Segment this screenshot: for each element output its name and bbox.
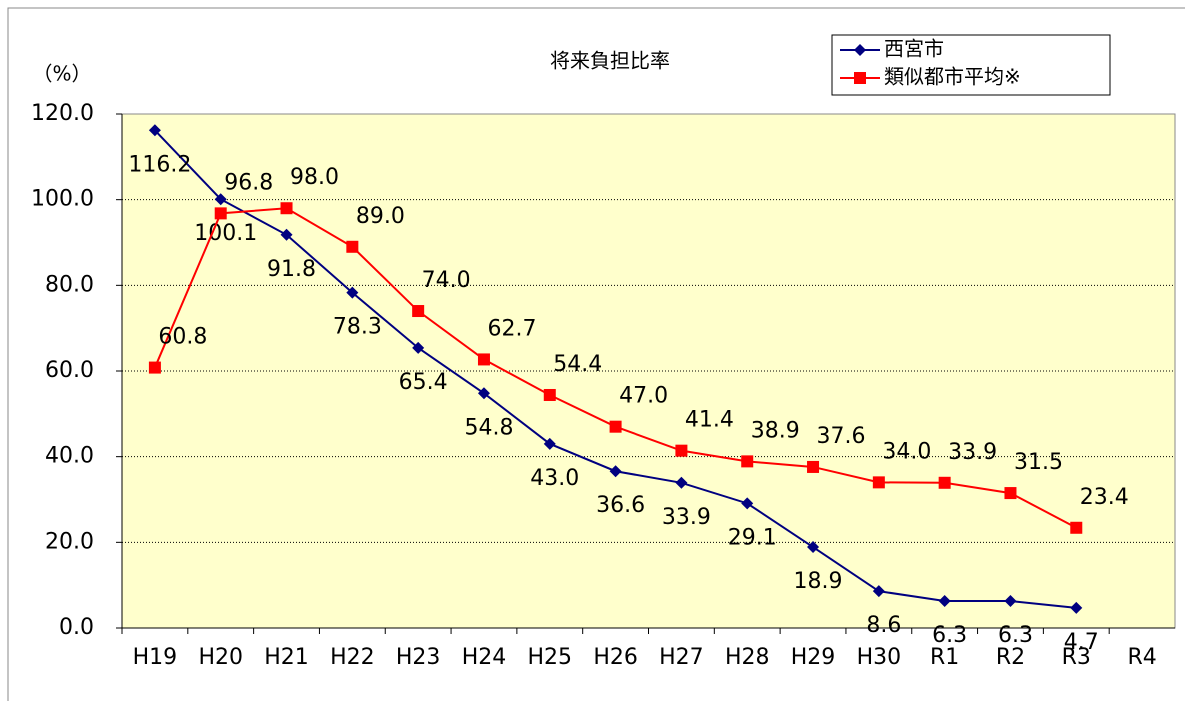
data-label: 96.8 bbox=[224, 170, 273, 195]
data-label: 34.0 bbox=[882, 439, 931, 464]
data-label: 18.9 bbox=[794, 569, 843, 594]
data-label: 36.6 bbox=[596, 493, 645, 518]
data-point bbox=[609, 465, 622, 478]
data-label: 74.0 bbox=[422, 268, 471, 293]
data-point bbox=[148, 361, 161, 374]
data-point bbox=[412, 305, 425, 318]
data-point bbox=[609, 420, 622, 433]
x-tick-label: R2 bbox=[996, 645, 1025, 670]
data-point bbox=[346, 286, 359, 299]
data-point bbox=[741, 455, 754, 468]
legend-box bbox=[831, 34, 1111, 96]
data-point bbox=[741, 497, 754, 510]
data-label: 91.8 bbox=[267, 257, 316, 282]
legend-marker bbox=[854, 72, 866, 84]
data-point bbox=[346, 240, 359, 253]
x-tick-label: R3 bbox=[1062, 645, 1091, 670]
data-label: 116.2 bbox=[128, 152, 191, 177]
y-tick-label: 60.0 bbox=[45, 358, 94, 383]
x-tick-label: H25 bbox=[528, 645, 573, 670]
data-point bbox=[938, 476, 951, 489]
data-point bbox=[675, 444, 688, 457]
x-tick-label: H26 bbox=[593, 645, 638, 670]
data-point bbox=[280, 228, 293, 241]
data-point bbox=[543, 437, 556, 450]
data-point bbox=[477, 387, 490, 400]
data-point bbox=[675, 476, 688, 489]
data-point bbox=[872, 476, 885, 489]
data-point bbox=[214, 207, 227, 220]
data-label: 65.4 bbox=[399, 370, 448, 395]
data-label: 6.3 bbox=[932, 623, 967, 648]
x-tick-label: H27 bbox=[659, 645, 704, 670]
data-label: 41.4 bbox=[685, 408, 734, 433]
y-tick-label: 0.0 bbox=[59, 615, 94, 640]
x-tick-label: H24 bbox=[462, 645, 507, 670]
data-label: 54.8 bbox=[464, 415, 513, 440]
data-label: 54.4 bbox=[553, 352, 602, 377]
data-point bbox=[872, 585, 885, 598]
x-tick-label: H22 bbox=[330, 645, 375, 670]
data-label: 62.7 bbox=[487, 316, 536, 341]
y-axis-label: （%） bbox=[32, 62, 91, 86]
data-point bbox=[280, 202, 293, 215]
x-tick-label: H28 bbox=[725, 645, 770, 670]
legend-label: 西宮市 bbox=[884, 37, 944, 61]
y-tick-label: 80.0 bbox=[45, 272, 94, 297]
data-point bbox=[1004, 595, 1017, 608]
data-point bbox=[1004, 487, 1017, 500]
data-label: 29.1 bbox=[728, 525, 777, 550]
data-label: 33.9 bbox=[662, 505, 711, 530]
legend-marker bbox=[854, 44, 866, 56]
data-label: 23.4 bbox=[1080, 485, 1129, 510]
data-label: 33.9 bbox=[948, 440, 997, 465]
data-label: 78.3 bbox=[333, 315, 382, 340]
data-point bbox=[1070, 521, 1083, 534]
data-label: 4.7 bbox=[1064, 630, 1099, 655]
data-point bbox=[543, 388, 556, 401]
data-label: 43.0 bbox=[530, 466, 579, 491]
y-tick-label: 20.0 bbox=[45, 529, 94, 554]
x-tick-label: H20 bbox=[198, 645, 243, 670]
x-tick-label: H30 bbox=[857, 645, 902, 670]
data-point bbox=[807, 541, 820, 554]
x-tick-label: H29 bbox=[791, 645, 836, 670]
data-label: 100.1 bbox=[194, 221, 257, 246]
data-label: 60.8 bbox=[158, 325, 207, 350]
x-tick-label: R4 bbox=[1127, 645, 1156, 670]
data-label: 38.9 bbox=[751, 418, 800, 443]
data-label: 31.5 bbox=[1014, 450, 1063, 475]
x-tick-label: H21 bbox=[264, 645, 309, 670]
y-tick-label: 40.0 bbox=[45, 444, 94, 469]
data-point bbox=[412, 341, 425, 354]
data-label: 8.6 bbox=[866, 613, 901, 638]
data-point bbox=[807, 460, 820, 473]
data-point bbox=[477, 353, 490, 366]
plot-area bbox=[121, 113, 1176, 629]
x-tick-label: H19 bbox=[133, 645, 178, 670]
data-label: 98.0 bbox=[290, 165, 339, 190]
data-point bbox=[1070, 601, 1083, 614]
x-tick-label: R1 bbox=[930, 645, 959, 670]
chart-title: 将来負担比率 bbox=[550, 49, 670, 73]
x-tick-label: H23 bbox=[396, 645, 441, 670]
y-tick-label: 100.0 bbox=[31, 187, 94, 212]
data-label: 47.0 bbox=[619, 384, 668, 409]
data-label: 89.0 bbox=[356, 204, 405, 229]
data-label: 37.6 bbox=[817, 424, 866, 449]
legend-label: 類似都市平均※ bbox=[884, 65, 1021, 89]
data-point bbox=[214, 193, 227, 206]
data-point bbox=[938, 595, 951, 608]
y-tick-label: 120.0 bbox=[31, 101, 94, 126]
data-point bbox=[148, 124, 161, 137]
data-label: 6.3 bbox=[998, 623, 1033, 648]
